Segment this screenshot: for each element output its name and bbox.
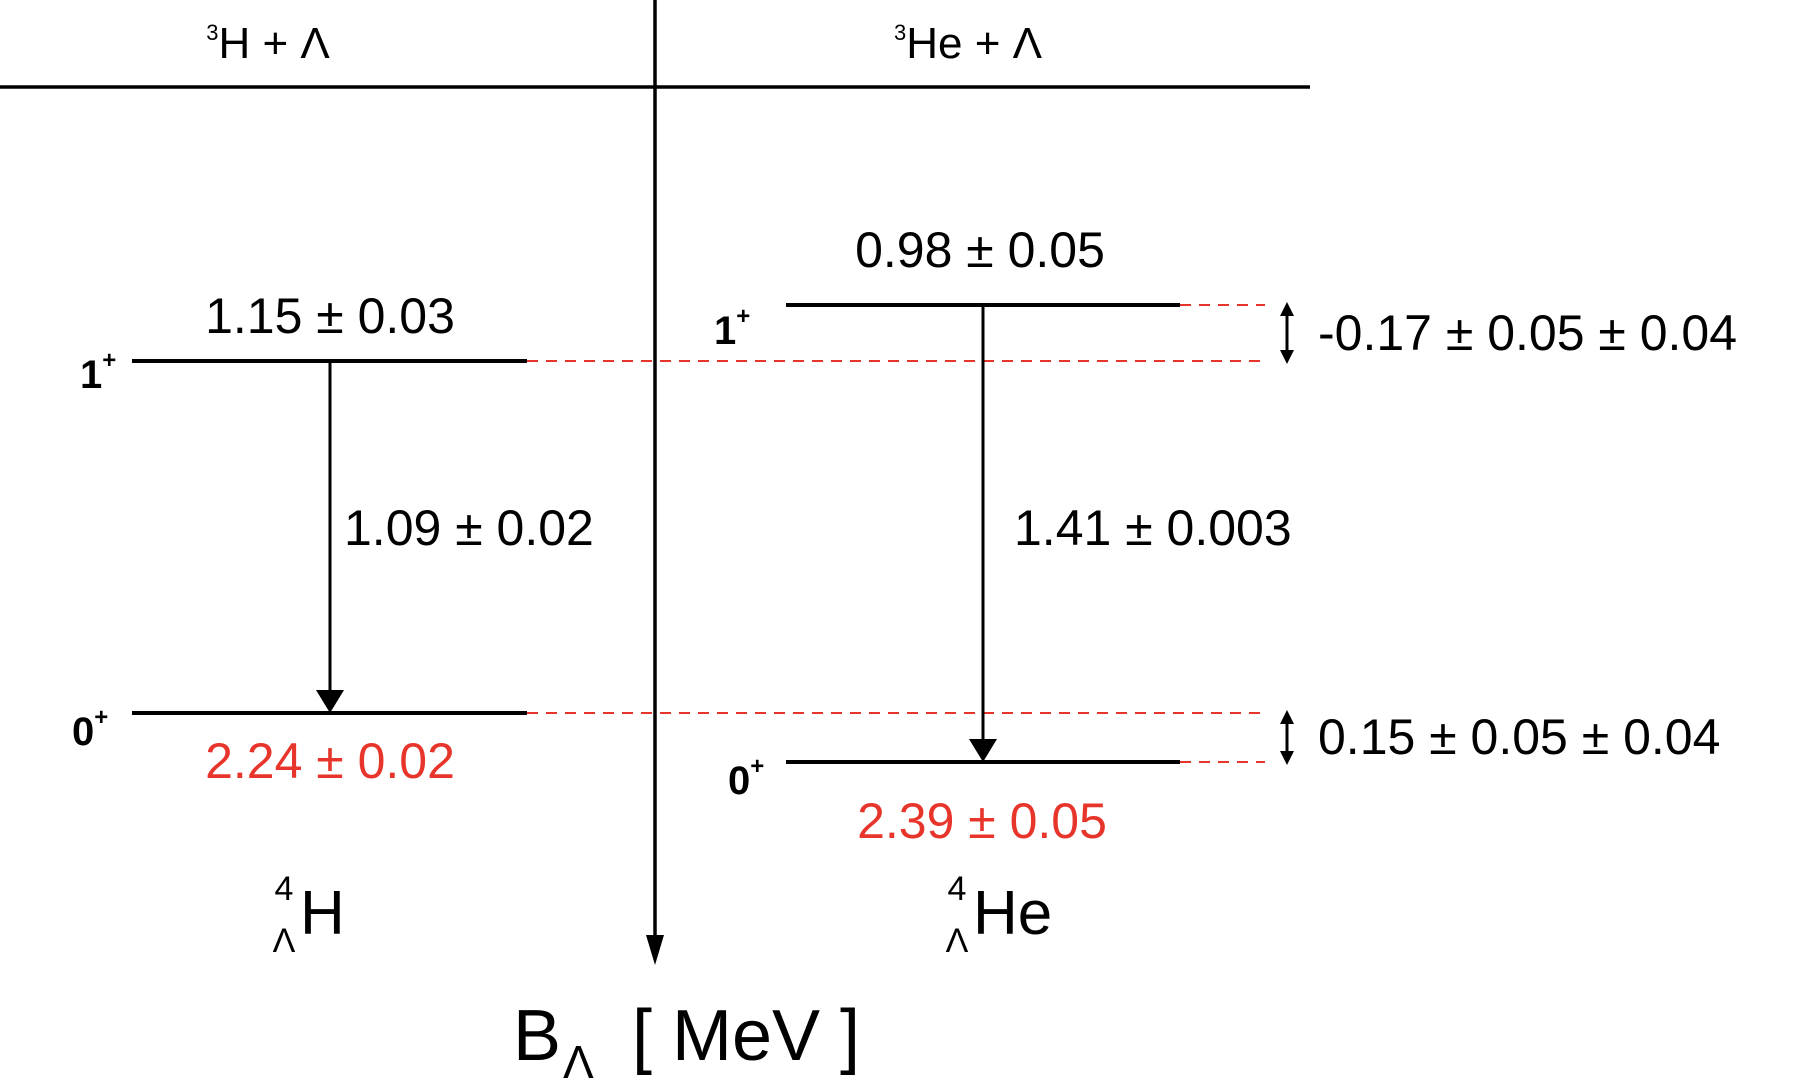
left-excited-spin-label: 1+ <box>80 347 116 397</box>
left-nucleus-mass: 4 <box>275 870 294 908</box>
left-transition-arrowhead <box>316 690 344 713</box>
left-nucleus-lambda: Λ <box>273 922 296 960</box>
header-left-sup: 3 <box>206 20 218 45</box>
excited-difference-value: -0.17 ± 0.05 ± 0.04 <box>1318 305 1737 361</box>
right-excited-spin-label: 1+ <box>714 303 750 353</box>
header-left-label: 3H + Λ <box>206 19 330 68</box>
right-transition-value: 1.41 ± 0.003 <box>1014 500 1292 556</box>
right-excited-value: 0.98 ± 0.05 <box>855 222 1105 278</box>
axis-subscript: Λ <box>563 1036 594 1088</box>
right-nucleus-symbol: 4 Λ He <box>946 870 1053 960</box>
left-excited-value: 1.15 ± 0.03 <box>205 288 455 344</box>
header-right-sup: 3 <box>894 20 906 45</box>
right-nucleus-name: He <box>973 879 1052 948</box>
axis-unit: [ MeV ] <box>632 996 860 1076</box>
right-ground-value: 2.39 ± 0.05 <box>857 793 1107 849</box>
left-ground-spin-label: 0+ <box>72 704 108 754</box>
left-nucleus-symbol: 4 Λ H <box>273 870 345 960</box>
axis-label: B Λ [ MeV ] <box>513 996 860 1088</box>
left-transition-value: 1.09 ± 0.02 <box>344 500 594 556</box>
header-right-text: He + Λ <box>906 19 1042 68</box>
right-nucleus-mass: 4 <box>948 870 967 908</box>
excited-difference-double-arrow <box>1280 302 1294 364</box>
axis-symbol: B <box>513 996 561 1076</box>
left-ground-value: 2.24 ± 0.02 <box>205 733 455 789</box>
header-left-text: H + Λ <box>218 19 330 68</box>
axis-arrowhead <box>646 935 664 965</box>
right-nucleus-lambda: Λ <box>946 922 969 960</box>
right-ground-spin-label: 0+ <box>728 753 764 803</box>
header-right-label: 3He + Λ <box>894 19 1043 68</box>
ground-difference-double-arrow <box>1280 710 1294 765</box>
ground-difference-value: 0.15 ± 0.05 ± 0.04 <box>1318 709 1720 765</box>
left-nucleus-name: H <box>300 879 345 948</box>
right-transition-arrowhead <box>969 739 997 762</box>
